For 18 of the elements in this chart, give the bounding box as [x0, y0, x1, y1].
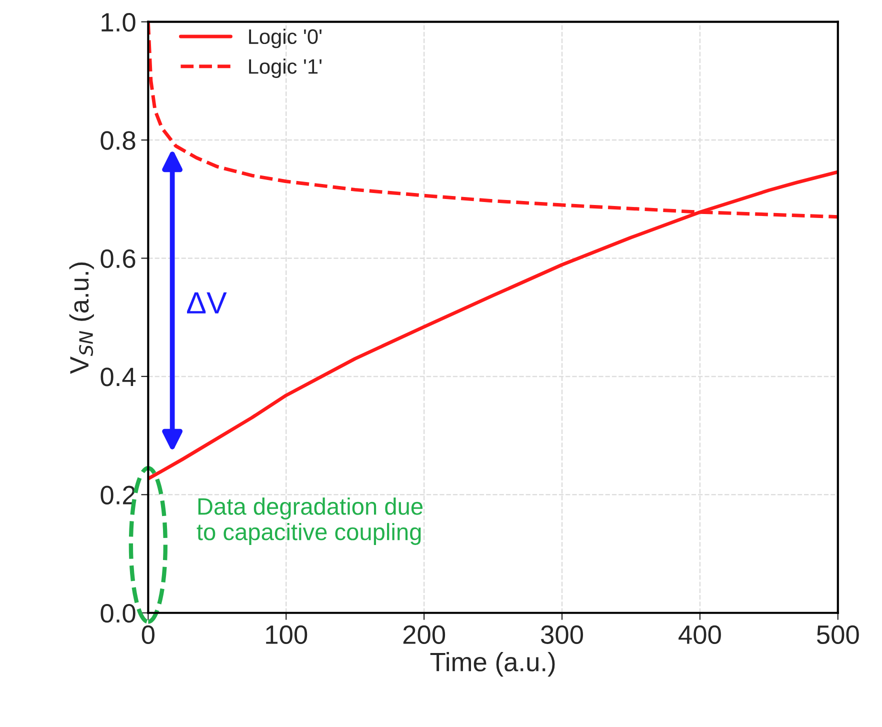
y-tick-label: 1.0: [102, 12, 136, 32]
x-tick-label: 200: [403, 625, 446, 644]
annotation: ΔV: [187, 292, 227, 314]
x-tick-label: 500: [816, 625, 859, 644]
y-tick-label: 0.8: [100, 131, 136, 150]
legend-label: Logic '1': [249, 58, 322, 78]
y-tick-label: 0.4: [100, 368, 136, 386]
annotation: Data degradation due to capacitive coupling: [196, 498, 423, 545]
x-tick-label: 100: [266, 625, 308, 644]
y-tick-label: 0.2: [100, 486, 136, 504]
x-tick-label: 300: [541, 625, 583, 644]
x-tick-label: 0: [142, 625, 154, 644]
y-axis-title: V$_{SN}$ (a.u.): [69, 262, 94, 374]
x-axis-title: Time (a.u.): [430, 652, 555, 677]
y-tick-label: 0.0: [100, 604, 136, 623]
legend-label: Logic '0': [249, 28, 322, 48]
x-tick-label: 400: [678, 625, 721, 644]
y-tick-label: 0.6: [100, 249, 136, 268]
